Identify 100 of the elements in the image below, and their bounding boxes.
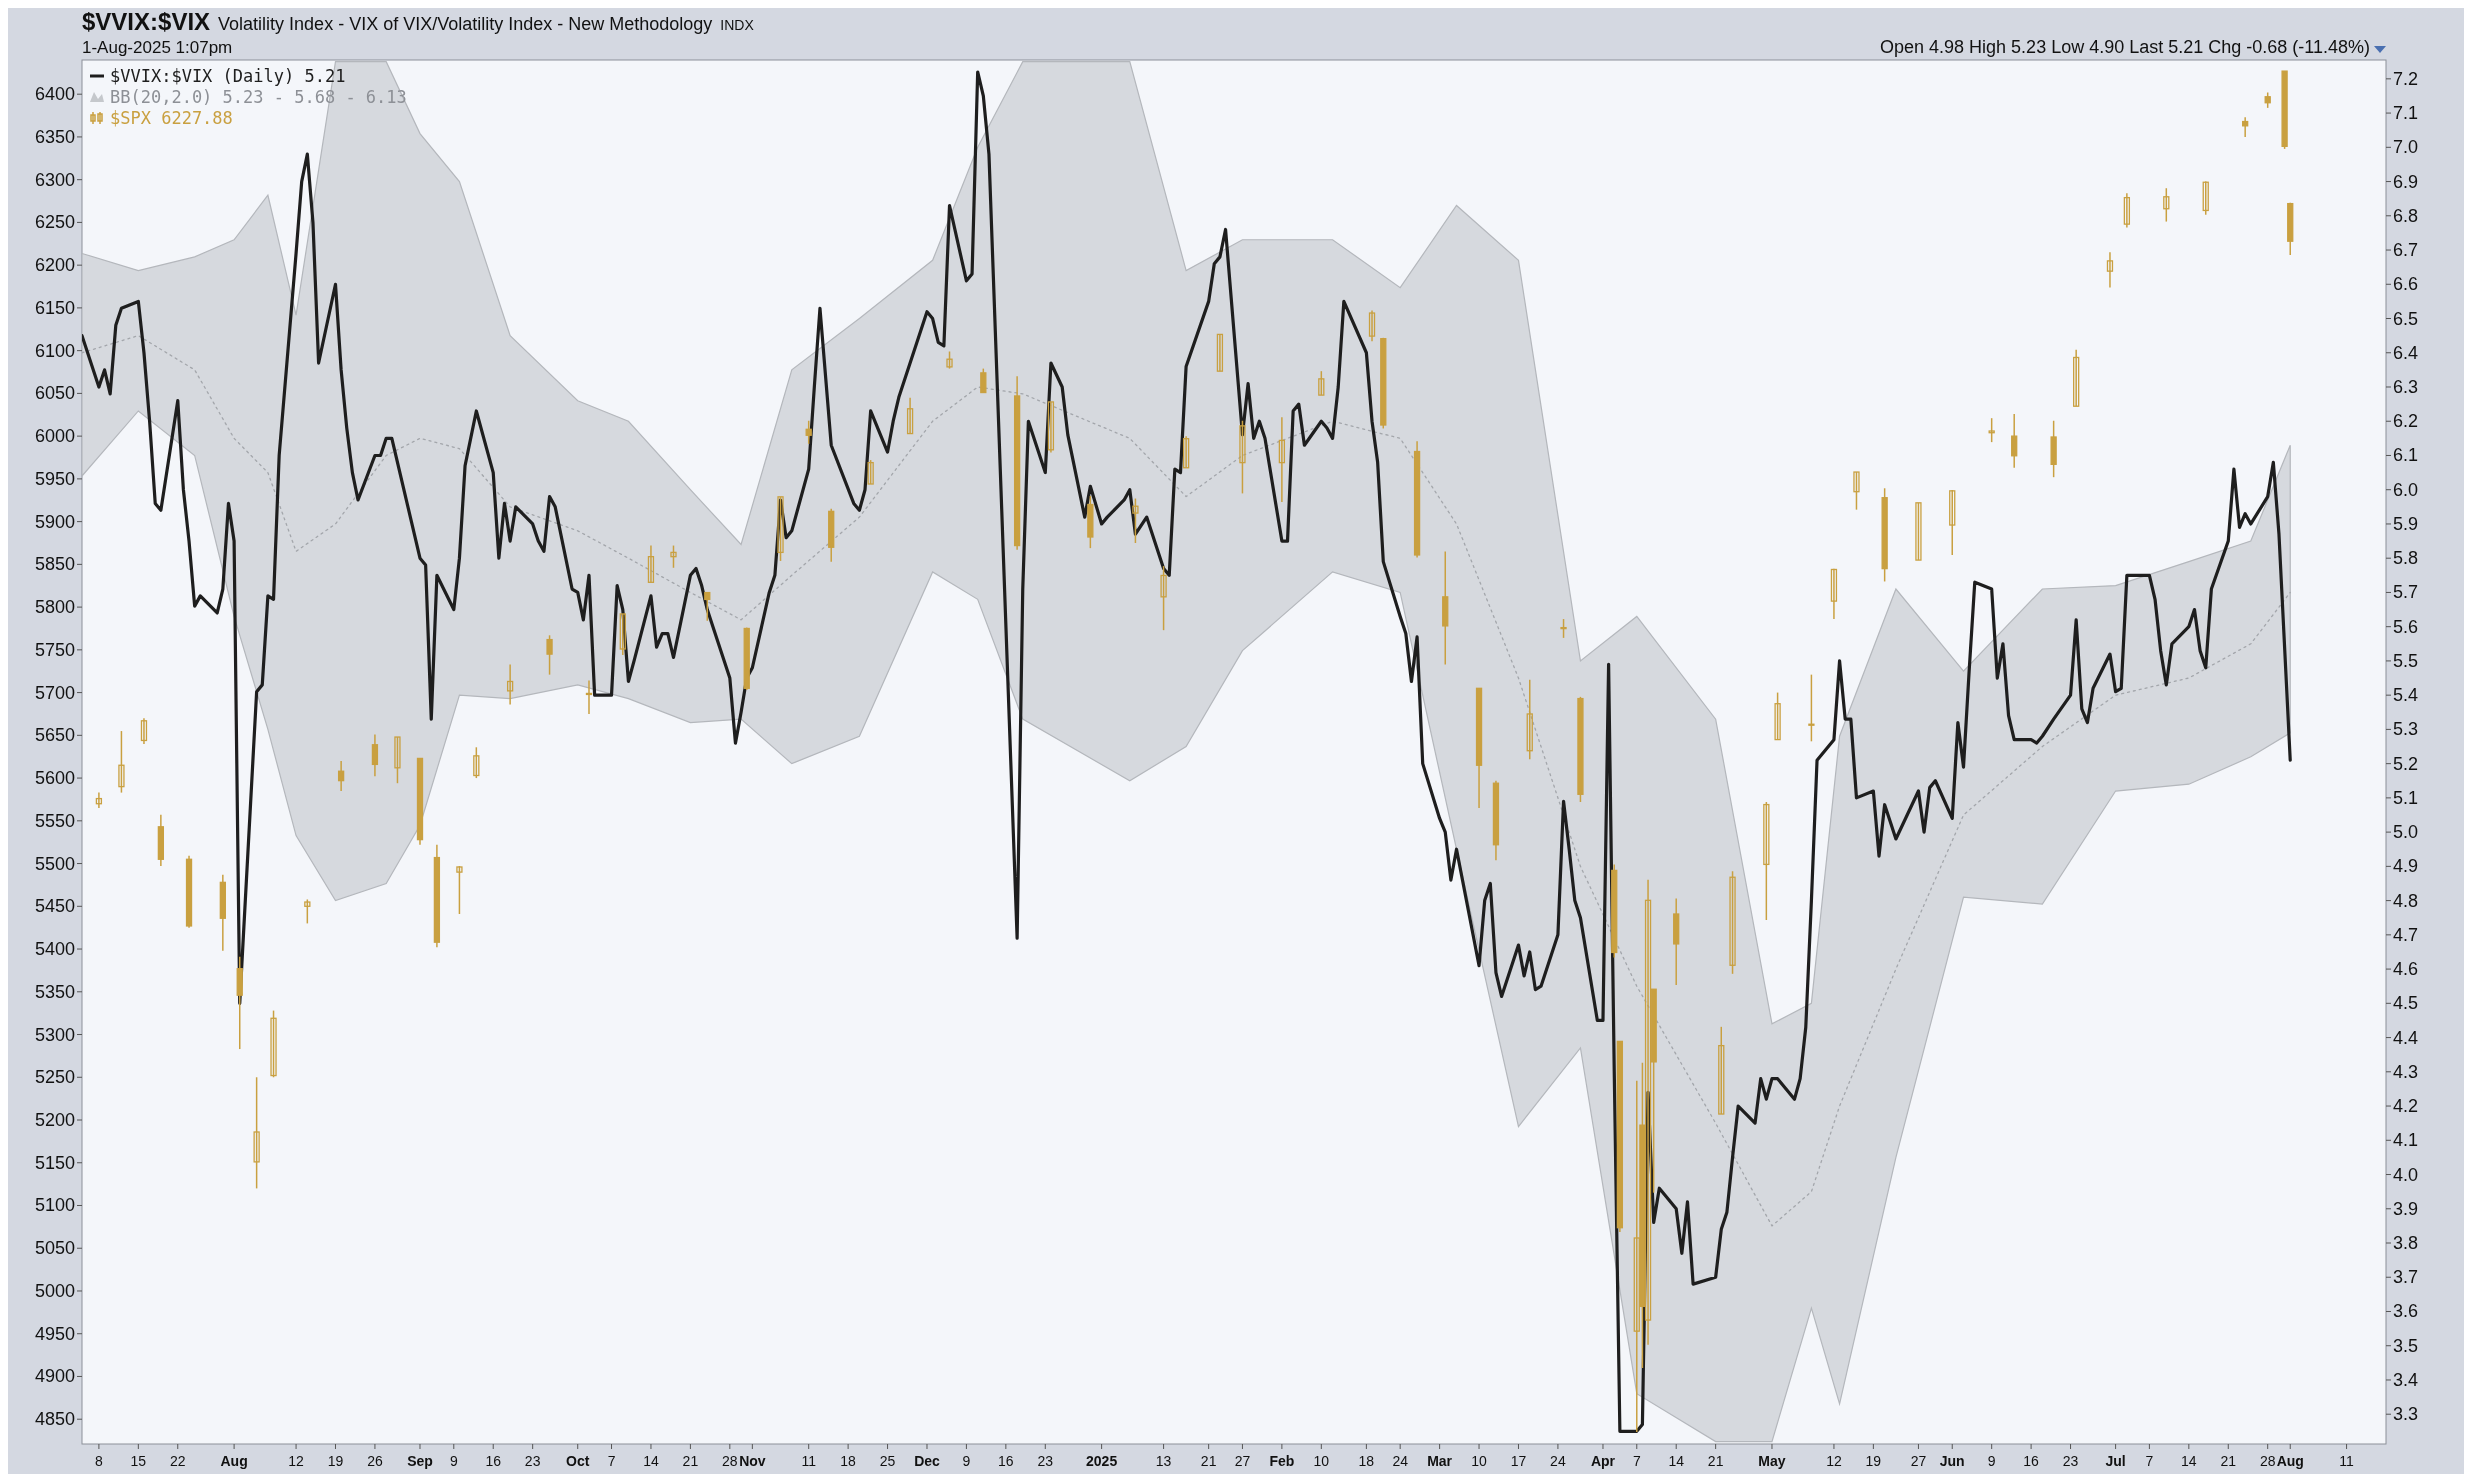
y2-tick-label: 3.4 xyxy=(2393,1369,2419,1390)
y-tick-label: 5150 xyxy=(34,1152,75,1173)
x-tick-label: Apr xyxy=(1590,1453,1616,1469)
x-tick-label: 16 xyxy=(485,1453,502,1469)
candlestick xyxy=(140,717,148,745)
x-tick-label: 7 xyxy=(607,1453,616,1469)
x-tick-label: Aug xyxy=(220,1453,248,1469)
y-tick-label: 5350 xyxy=(34,981,75,1002)
candlestick xyxy=(2163,187,2170,223)
y2-tick-label: 3.6 xyxy=(2393,1301,2419,1322)
y2-tick-label: 6.2 xyxy=(2393,411,2419,432)
candlestick xyxy=(980,367,987,394)
candlestick xyxy=(2106,251,2114,289)
y2-tick-label: 5.4 xyxy=(2393,685,2419,706)
candlestick xyxy=(1318,370,1325,396)
y-tick-label: 5250 xyxy=(34,1067,75,1088)
y-tick-label: 5300 xyxy=(34,1024,75,1045)
y2-tick-label: 4.5 xyxy=(2393,993,2419,1014)
x-tick-label: 12 xyxy=(288,1453,305,1469)
candlestick xyxy=(2123,192,2131,229)
y2-tick-label: 5.7 xyxy=(2393,582,2419,603)
x-tick-label: 24 xyxy=(1550,1453,1566,1469)
candlestick xyxy=(2073,349,2080,407)
y-tick-label: 5500 xyxy=(34,853,75,874)
y2-tick-label: 4.7 xyxy=(2393,924,2419,945)
y-tick-label: 5750 xyxy=(34,639,75,660)
x-tick-label: 24 xyxy=(1392,1453,1409,1469)
x-tick-label: 23 xyxy=(2062,1453,2079,1469)
y-tick-label: 6200 xyxy=(34,255,75,276)
candlestick xyxy=(867,459,874,485)
candlestick xyxy=(1915,502,1922,561)
candlestick xyxy=(1853,471,1860,511)
x-tick-label: 27 xyxy=(1910,1453,1927,1469)
y-tick-label: 5000 xyxy=(34,1280,75,1301)
y-tick-label: 6250 xyxy=(34,212,75,233)
candlestick xyxy=(1160,565,1167,631)
y-tick-label: 5700 xyxy=(34,682,75,703)
candlestick xyxy=(1047,401,1055,454)
y2-tick-label: 5.9 xyxy=(2393,513,2419,534)
x-tick-label: 19 xyxy=(327,1453,344,1469)
y-tick-label: 5950 xyxy=(34,468,75,489)
x-tick-label: 12 xyxy=(1826,1453,1842,1469)
y-tick-label: 6100 xyxy=(34,340,75,361)
x-tick-label: 21 xyxy=(1200,1453,1217,1469)
x-tick-label: 18 xyxy=(1358,1453,1375,1469)
y-tick-label: 5800 xyxy=(34,597,75,618)
candlestick xyxy=(1718,1026,1725,1115)
candlestick xyxy=(1988,417,1995,443)
x-tick-label: 23 xyxy=(524,1453,541,1469)
x-tick-label: 28 xyxy=(722,1453,738,1469)
candlestick xyxy=(270,1009,277,1079)
y-tick-label: 4950 xyxy=(34,1323,75,1344)
x-tick-label: Jun xyxy=(1939,1453,1965,1469)
x-tick-label: 10 xyxy=(1471,1453,1488,1469)
y-tick-label: 5200 xyxy=(34,1110,75,1131)
candlestick xyxy=(1216,333,1224,372)
y2-tick-label: 6.4 xyxy=(2393,342,2419,363)
y2-tick-label: 5.5 xyxy=(2393,650,2419,671)
x-tick-label: 14 xyxy=(643,1453,659,1469)
candlestick xyxy=(704,591,711,622)
y-tick-label: 5400 xyxy=(34,939,75,960)
x-tick-label: Sep xyxy=(407,1453,433,1469)
y-tick-label: 6050 xyxy=(34,383,75,404)
x-tick-label: 2025 xyxy=(1086,1453,1118,1469)
y2-tick-label: 6.6 xyxy=(2393,274,2419,295)
text: Volatility Index - VIX of VIX/Volatility Index - New Methodology xyxy=(218,14,713,34)
candlestick xyxy=(546,634,553,676)
y2-tick-label: 4.2 xyxy=(2393,1096,2419,1117)
candlestick xyxy=(118,730,125,794)
candlestick xyxy=(1763,801,1770,921)
x-tick-label: 16 xyxy=(2023,1453,2040,1469)
y2-tick-label: 6.1 xyxy=(2393,445,2419,466)
candlestick xyxy=(670,544,677,569)
y-tick-label: 5050 xyxy=(34,1238,75,1259)
candlestick xyxy=(394,736,401,784)
x-tick-label: 17 xyxy=(1510,1453,1527,1469)
text: BB(20,2.0) 5.23 - 5.68 - 6.13 xyxy=(110,87,407,107)
x-tick-label: Nov xyxy=(739,1453,766,1469)
y-tick-label: 5100 xyxy=(34,1195,75,1216)
y2-tick-label: 3.7 xyxy=(2393,1267,2419,1288)
x-tick-label: 27 xyxy=(1234,1453,1251,1469)
y-tick-label: 6000 xyxy=(34,426,75,447)
candlestick xyxy=(1239,420,1246,495)
x-tick-label: 8 xyxy=(95,1453,103,1469)
candlestick xyxy=(95,791,103,809)
y-tick-label: 5450 xyxy=(34,896,75,917)
candlestick xyxy=(2011,413,2018,469)
y-tick-label: 6350 xyxy=(34,126,75,147)
y2-tick-label: 4.0 xyxy=(2393,1164,2419,1185)
y2-tick-label: 4.3 xyxy=(2393,1061,2419,1082)
chart-title: $VVIX:$VIX xyxy=(82,8,211,35)
y2-tick-label: 5.2 xyxy=(2393,753,2419,774)
y-tick-label: 5550 xyxy=(34,810,75,831)
candlestick xyxy=(1949,489,1956,556)
x-tick-label: 23 xyxy=(1037,1453,1054,1469)
x-tick-label: Mar xyxy=(1427,1453,1453,1469)
candlestick xyxy=(1729,870,1736,975)
y2-tick-label: 3.8 xyxy=(2393,1233,2419,1254)
legend-label: $SPX 6227.88 xyxy=(110,108,233,128)
candlestick xyxy=(371,733,379,778)
